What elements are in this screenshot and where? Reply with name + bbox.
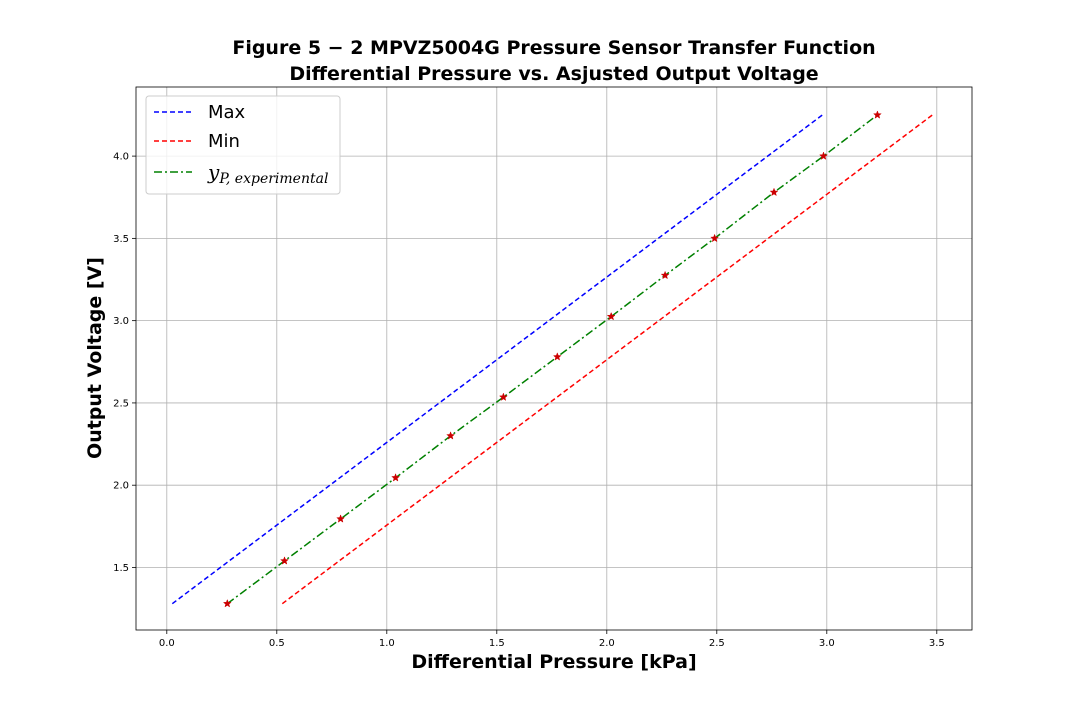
x-tick-label: 3.5	[929, 638, 945, 649]
y-tick-label: 3.5	[113, 234, 129, 245]
x-axis-label: Differential Pressure [kPa]	[411, 651, 696, 673]
legend-label-experimental-sub: P, experimental	[218, 171, 328, 187]
legend-label-max: Max	[208, 102, 246, 123]
y-axis-ticks: 1.5 2.0 2.5 3.0 3.5 4.0	[113, 152, 136, 574]
data-point-marker	[819, 151, 828, 160]
data-point-marker	[280, 556, 289, 565]
legend-label-min: Min	[208, 131, 240, 152]
data-point-marker	[446, 431, 456, 440]
x-tick-label: 1.5	[489, 638, 505, 649]
data-point-marker	[222, 598, 232, 608]
x-tick-label: 3.0	[819, 638, 835, 649]
data-point-marker	[391, 473, 401, 482]
plot-area-frame	[135, 86, 973, 631]
y-axis-label: Output Voltage [V]	[84, 257, 106, 459]
x-axis-ticks: 0.0 0.5 1.0 1.5 2.0 2.5 3.0 3.5	[159, 630, 945, 649]
data-point-marker	[606, 311, 616, 321]
x-tick-label: 2.0	[599, 638, 615, 649]
data-point-marker	[872, 110, 882, 119]
data-point-marker	[769, 187, 779, 197]
data-point-marker	[552, 352, 562, 361]
x-tick-label: 0.5	[269, 638, 285, 649]
marker-layer	[222, 110, 882, 608]
legend-label-experimental-main: y	[207, 160, 220, 184]
data-point-marker	[710, 233, 720, 243]
data-point-marker	[660, 270, 670, 280]
data-point-marker	[498, 392, 508, 401]
legend-box	[145, 95, 341, 195]
y-tick-label: 2.0	[113, 481, 129, 492]
y-tick-label: 2.5	[113, 398, 129, 409]
y-tick-label: 4.0	[113, 152, 129, 163]
x-tick-label: 2.5	[709, 638, 725, 649]
y-tick-label: 3.0	[113, 316, 129, 327]
data-point-marker	[336, 514, 346, 523]
y-tick-label: 1.5	[113, 563, 129, 574]
x-tick-label: 1.0	[379, 638, 395, 649]
legend-label-experimental: yP, experimental	[207, 160, 328, 187]
legend: Max Min yP, experimental	[145, 95, 341, 195]
chart-title-line1: Figure 5 − 2 MPVZ5004G Pressure Sensor T…	[232, 37, 875, 59]
x-tick-label: 0.0	[159, 638, 175, 649]
chart-title-line2: Differential Pressure vs. Asjusted Outpu…	[289, 63, 818, 85]
